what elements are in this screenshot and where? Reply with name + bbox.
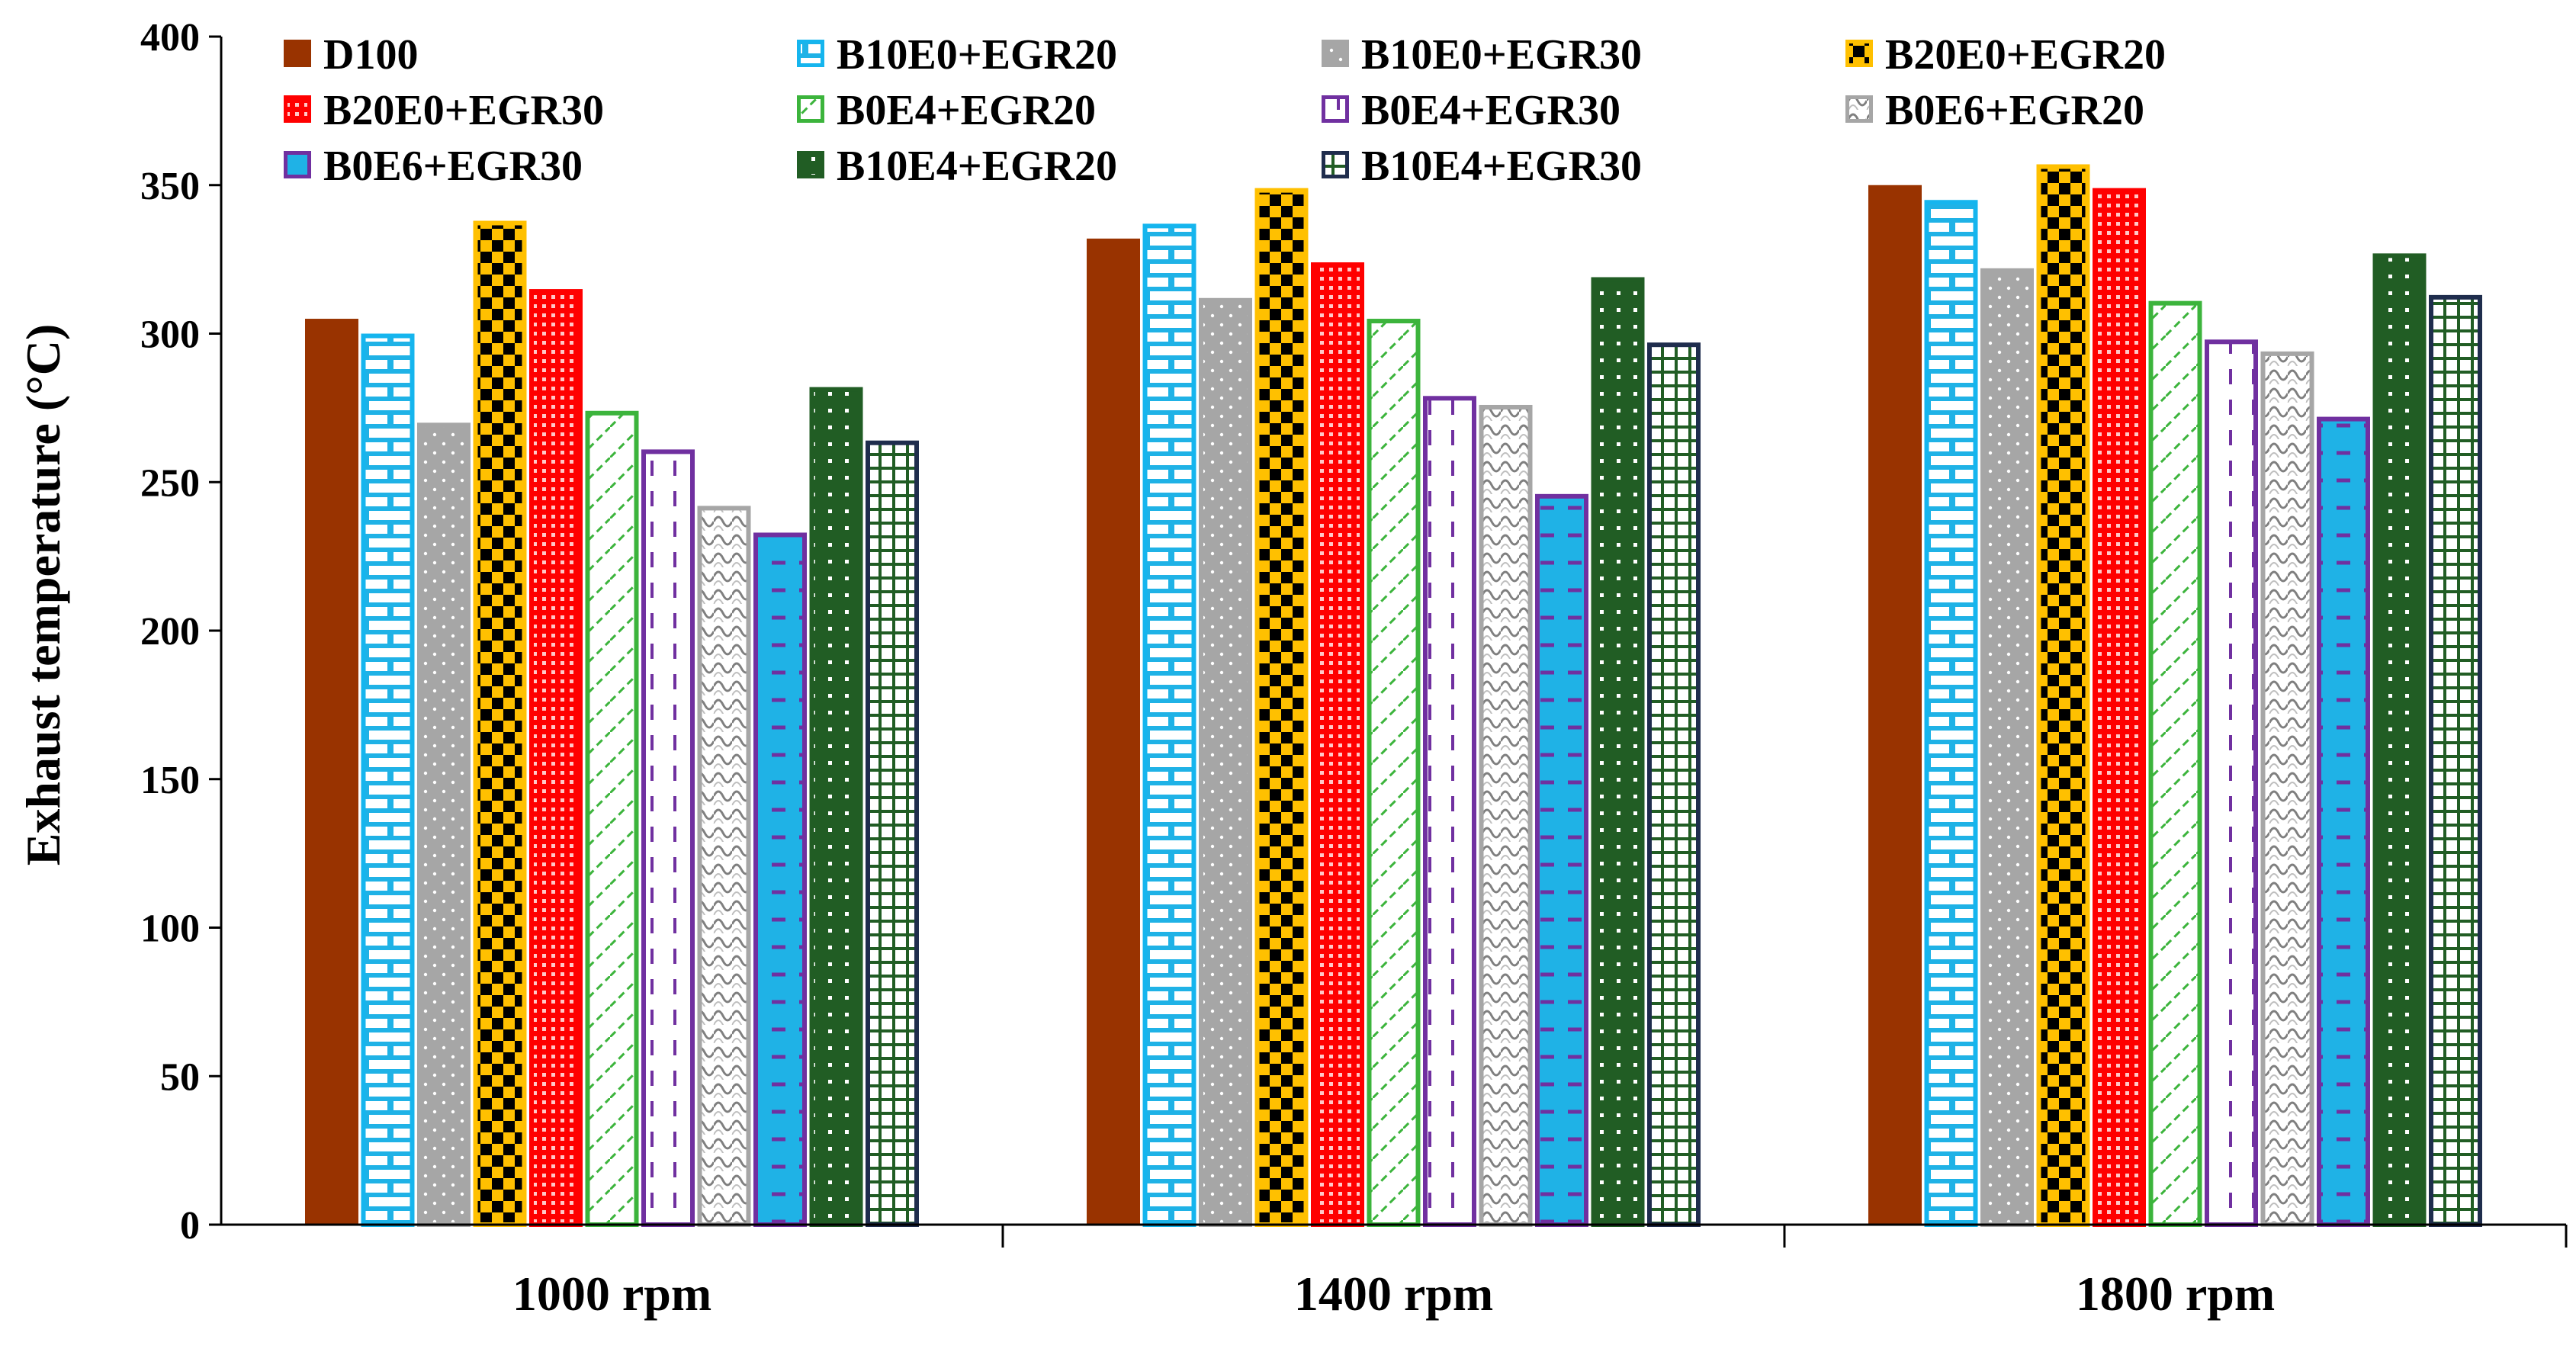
bar-b10e0-egr30-1400-rpm [1199,297,1252,1227]
bar-b10e0-egr20-1000-rpm [361,333,415,1227]
y-tick-label: 100 [140,907,200,951]
legend-item-b0e4-egr20: B0E4+EGR20 [797,87,1096,134]
legend-label: B0E6+EGR20 [1885,87,2144,134]
legend-label: B0E4+EGR20 [837,87,1096,134]
bar-b20e0-egr20-1800-rpm [2036,164,2090,1228]
bar-b0e4-egr20-1800-rpm [2148,300,2202,1227]
bar-b0e6-egr30-1800-rpm [2317,416,2370,1227]
bar-b10e4-egr20-1800-rpm [2372,253,2427,1228]
bar-b10e4-egr30-1400-rpm [1647,342,1701,1227]
bar-b10e0-egr30-1800-rpm [1980,268,2034,1227]
legend-swatch [797,151,824,178]
legend-item-b0e4-egr30: B0E4+EGR30 [1322,87,1620,134]
x-category-label: 1000 rpm [512,1267,711,1321]
legend-label: B20E0+EGR20 [1885,31,2166,79]
bar-b0e6-egr20-1800-rpm [2260,351,2314,1227]
legend-swatch [1845,40,1873,67]
legend-label: D100 [323,31,418,79]
bar-b10e4-egr20-1400-rpm [1591,277,1645,1227]
legend-swatch [1322,95,1349,123]
y-tick-label: 400 [140,16,200,59]
y-tick-label: 200 [140,610,200,654]
y-tick-label: 50 [160,1055,200,1099]
bar-d100-1800-rpm [1868,185,1922,1225]
bar-group [305,164,2482,1228]
legend-item-b0e6-egr30: B0E6+EGR30 [284,143,583,190]
x-category-label: 1400 rpm [1294,1267,1493,1321]
legend-item-b20e0-egr30: B20E0+EGR30 [284,87,604,134]
bar-b10e4-egr20-1000-rpm [809,387,863,1227]
y-tick-label: 250 [140,461,200,505]
legend-swatch [1322,40,1349,67]
legend: D100 B10E0+EGR20 B10E0+EGR30 B20E0+EGR20 B20… [284,31,2166,190]
legend-swatch [1322,151,1349,178]
bar-b10e0-egr30-1000-rpm [417,422,471,1227]
bar-b0e6-egr20-1000-rpm [697,506,751,1227]
legend-label: B10E4+EGR30 [1361,143,1642,190]
bar-d100-1000-rpm [305,319,358,1225]
bar-b20e0-egr20-1400-rpm [1254,188,1309,1227]
legend-label: B10E0+EGR30 [1361,31,1642,79]
y-tick-label: 150 [140,759,200,802]
legend-label: B10E0+EGR20 [837,31,1117,79]
legend-item-b20e0-egr20: B20E0+EGR20 [1845,31,2166,79]
axes: 0 50 100 150 200 250 300 350 400 1000 rpm 1400 rpm… [140,16,2568,1321]
legend-swatch [1845,95,1873,123]
x-category-label: 1800 rpm [2076,1267,2275,1321]
bar-b20e0-egr30-1800-rpm [2093,188,2146,1227]
legend-swatch [284,40,311,67]
legend-swatch [284,151,311,178]
legend-label: B0E4+EGR30 [1361,87,1620,134]
bar-b10e4-egr30-1800-rpm [2429,294,2482,1227]
bar-d100-1400-rpm [1087,238,1140,1225]
legend-item-b10e4-egr30: B10E4+EGR30 [1322,143,1642,190]
bar-b10e0-egr20-1800-rpm [1924,200,1978,1228]
bar-b0e6-egr30-1400-rpm [1535,493,1588,1227]
bar-b0e6-egr20-1400-rpm [1479,404,1533,1227]
bar-b20e0-egr30-1000-rpm [529,289,583,1228]
legend-item-b10e0-egr20: B10E0+EGR20 [797,31,1117,79]
legend-label: B20E0+EGR30 [323,87,604,134]
legend-swatch [284,95,311,123]
bar-b20e0-egr20-1000-rpm [473,220,527,1227]
bar-b10e0-egr20-1400-rpm [1142,223,1196,1227]
legend-label: B0E6+EGR30 [323,143,583,190]
y-tick-label: 0 [180,1204,200,1248]
legend-swatch [797,40,824,67]
y-tick-label: 350 [140,165,200,208]
legend-label: B10E4+EGR20 [837,143,1117,190]
bar-b0e4-egr30-1000-rpm [641,449,695,1227]
legend-item-b0e6-egr20: B0E6+EGR20 [1845,87,2144,134]
y-tick-label: 300 [140,313,200,357]
y-axis-title: Exhaust temperature (°C) [16,324,70,866]
legend-item-b10e4-egr20: B10E4+EGR20 [797,143,1117,190]
bar-b0e4-egr20-1000-rpm [585,410,639,1227]
bar-b0e4-egr30-1400-rpm [1423,396,1476,1227]
bar-b10e4-egr30-1000-rpm [866,440,919,1227]
bar-b20e0-egr30-1400-rpm [1311,262,1364,1227]
bar-b0e6-egr30-1000-rpm [753,532,807,1227]
legend-item-d100: D100 [284,31,418,79]
legend-swatch [797,95,824,123]
bar-b0e4-egr30-1800-rpm [2205,339,2258,1227]
bar-b0e4-egr20-1400-rpm [1367,319,1421,1227]
legend-item-b10e0-egr30: B10E0+EGR30 [1322,31,1642,79]
